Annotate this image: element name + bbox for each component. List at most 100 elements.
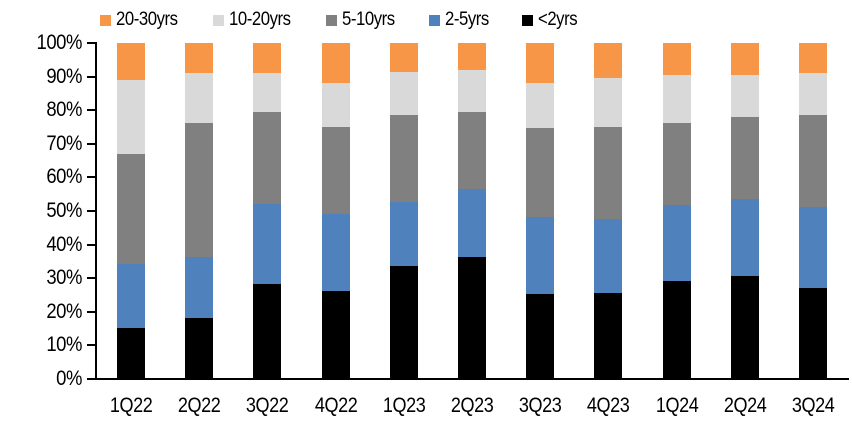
bar-segment-20-30yrs xyxy=(526,43,555,84)
stacked-bar-3Q22 xyxy=(253,43,282,378)
legend-swatch-icon xyxy=(521,14,533,26)
y-axis-label: 100% xyxy=(36,31,82,54)
legend-item: 10-20yrs xyxy=(212,9,299,31)
bar-segment-5-10yrs xyxy=(458,111,487,189)
bar-segment-20-30yrs xyxy=(321,43,350,84)
plot-area xyxy=(97,43,847,378)
legend-item: <2yrs xyxy=(521,9,583,31)
bar-slot xyxy=(779,43,847,378)
bar-segment-20-30yrs xyxy=(117,43,146,80)
bar-segment-5-10yrs xyxy=(662,123,691,206)
y-axis-tick xyxy=(87,142,95,145)
bar-segment-2-5yrs xyxy=(458,188,487,258)
bar-segment-2-5yrs xyxy=(594,218,623,293)
bar-segment-10-20yrs xyxy=(730,74,759,117)
x-axis-line xyxy=(89,378,849,380)
y-axis-label: 90% xyxy=(46,64,82,88)
bar-segment-20-30yrs xyxy=(662,43,691,75)
x-axis-label: 2Q24 xyxy=(723,394,767,417)
y-axis-label: 70% xyxy=(46,131,82,155)
bar-segment-5-10yrs xyxy=(253,111,282,204)
x-axis-label: 4Q23 xyxy=(587,394,630,417)
y-axis-tick xyxy=(87,210,95,212)
bar-segment-<2yrs xyxy=(798,287,827,378)
bar-slot xyxy=(233,43,301,378)
bar-segment-10-20yrs xyxy=(662,74,691,124)
bar-segment-10-20yrs xyxy=(389,71,418,116)
stacked-bar-1Q22 xyxy=(117,43,146,378)
y-axis-label: 80% xyxy=(46,98,82,122)
bar-segment-2-5yrs xyxy=(730,198,759,276)
legend-label: 20-30yrs xyxy=(116,9,178,30)
y-axis-tick xyxy=(87,378,95,380)
bar-slot xyxy=(574,43,642,378)
x-axis-label: 1Q24 xyxy=(655,394,698,417)
bar-segment-5-10yrs xyxy=(526,128,555,218)
legend-swatch-icon xyxy=(212,14,224,26)
legend-item: 20-30yrs xyxy=(100,9,186,31)
bar-segment-10-20yrs xyxy=(594,78,623,127)
bar-segment-20-30yrs xyxy=(458,43,487,70)
stacked-bar-4Q23 xyxy=(594,43,623,378)
y-axis-label: 0% xyxy=(56,367,82,390)
bar-segment-10-20yrs xyxy=(321,83,350,127)
bar-segment-10-20yrs xyxy=(526,83,555,129)
x-axis-labels: 1Q22 2Q22 3Q22 4Q22 1Q23 2Q23 3Q23 4Q23 1Q24 2Q24… xyxy=(97,394,847,418)
bar-segment-5-10yrs xyxy=(594,126,623,219)
bar-slot xyxy=(711,43,779,378)
bar-segment-20-30yrs xyxy=(730,43,759,75)
bar-segment-20-30yrs xyxy=(185,43,214,74)
bar-segment-10-20yrs xyxy=(253,73,282,112)
y-axis-tick xyxy=(87,176,95,179)
legend-swatch-icon xyxy=(325,14,337,26)
bar-segment-5-10yrs xyxy=(117,153,146,265)
bar-segment-10-20yrs xyxy=(458,69,487,112)
x-axis-label: 1Q23 xyxy=(382,394,426,417)
x-axis-label: 3Q23 xyxy=(518,394,562,417)
y-axis-label: 10% xyxy=(46,333,82,357)
bar-segment-<2yrs xyxy=(662,280,691,378)
legend-label: <2yrs xyxy=(537,9,578,30)
stacked-bar-1Q23 xyxy=(389,43,418,378)
bar-segment-<2yrs xyxy=(117,327,146,378)
stacked-bar-3Q24 xyxy=(798,43,827,378)
bar-segment-20-30yrs xyxy=(594,43,623,79)
stacked-bar-4Q22 xyxy=(321,43,350,378)
bar-segment-20-30yrs xyxy=(389,43,418,72)
bar-segment-20-30yrs xyxy=(798,43,827,74)
x-axis-label: 2Q23 xyxy=(450,394,494,417)
bar-slot xyxy=(643,43,711,378)
y-axis-label: 50% xyxy=(46,199,82,222)
x-axis-label: 2Q22 xyxy=(178,394,221,417)
bar-slot xyxy=(438,43,506,378)
bar-segment-2-5yrs xyxy=(526,217,555,295)
y-axis-label: 30% xyxy=(46,266,82,290)
stacked-bar-2Q24 xyxy=(730,43,759,378)
bar-slot xyxy=(165,43,233,378)
y-axis-label: 60% xyxy=(46,165,82,189)
y-axis-tick xyxy=(87,109,95,112)
legend-item: 2-5yrs xyxy=(428,9,495,31)
bar-segment-10-20yrs xyxy=(798,73,827,116)
stacked-bar-1Q24 xyxy=(662,43,691,378)
stacked-bar-3Q23 xyxy=(526,43,555,378)
bar-segment-2-5yrs xyxy=(798,207,827,288)
y-axis-label: 40% xyxy=(46,232,82,256)
legend-label: 2-5yrs xyxy=(444,9,489,30)
bar-segment-5-10yrs xyxy=(321,126,350,214)
legend-label: 5-10yrs xyxy=(341,9,395,30)
bar-slot xyxy=(302,43,370,378)
bar-segment-2-5yrs xyxy=(185,257,214,318)
y-axis-tick xyxy=(87,344,95,347)
bar-segment-10-20yrs xyxy=(185,73,214,124)
bar-segment-2-5yrs xyxy=(253,203,282,285)
bar-segment-20-30yrs xyxy=(253,43,282,74)
bar-segment-2-5yrs xyxy=(389,202,418,266)
bar-segment-2-5yrs xyxy=(662,205,691,281)
x-axis-label: 3Q22 xyxy=(246,394,289,417)
x-axis-label: 3Q24 xyxy=(791,394,835,417)
bar-segment-5-10yrs xyxy=(185,123,214,258)
bar-segment-<2yrs xyxy=(321,290,350,378)
bar-segment-2-5yrs xyxy=(117,264,146,328)
